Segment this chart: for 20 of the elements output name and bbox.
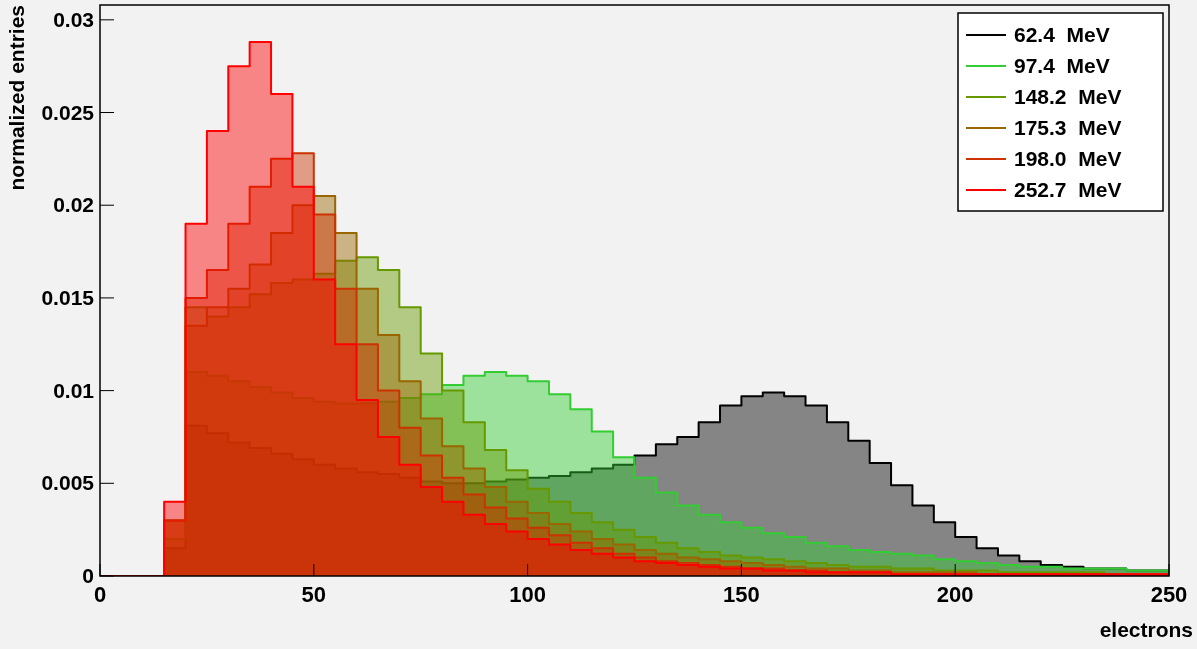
legend-label: 252.7 MeV [1014,178,1122,201]
y-tick-label: 0.02 [53,193,94,217]
x-tick-label: 150 [723,582,760,607]
y-axis-title: normalized entries [5,5,28,191]
legend-label: 198.0 MeV [1014,147,1122,170]
y-tick-label: 0.005 [41,471,95,495]
y-tick-label: 0.03 [53,7,94,31]
x-tick-label: 50 [301,582,327,607]
x-axis-title: electrons [1099,618,1193,641]
y-tick-label: 0.025 [41,100,95,124]
y-tick-label: 0.015 [41,285,95,309]
legend-label: 175.3 MeV [1014,116,1122,139]
x-tick-label: 200 [936,582,974,607]
x-tick-label: 100 [509,582,546,607]
legend-label: 62.4 MeV [1014,23,1110,46]
x-tick-label: 250 [1150,582,1188,607]
y-tick-label: 0 [82,564,94,587]
legend-label: 97.4 MeV [1014,54,1110,77]
y-tick-label: 0.01 [53,378,95,402]
legend-label: 148.2 MeV [1014,85,1122,108]
